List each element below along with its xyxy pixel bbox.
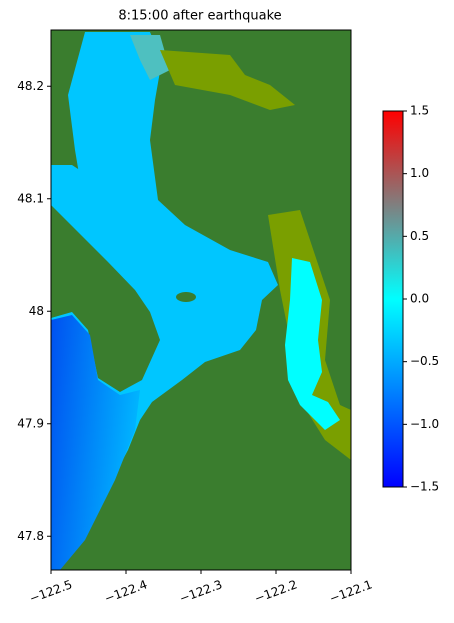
y-tick-label: 48.1 (17, 191, 44, 205)
y-tick-label: 47.9 (17, 416, 44, 430)
y-tick-label: 47.8 (17, 529, 44, 543)
colorbar-tick-label: 1.0 (410, 166, 429, 180)
map (51, 30, 351, 570)
colorbar-tick-label: 0.5 (410, 229, 429, 243)
x-tick-label: −122.4 (103, 577, 150, 605)
y-tick-label: 48 (29, 304, 44, 318)
island (176, 292, 196, 302)
chart-title: 8:15:00 after earthquake (118, 9, 281, 24)
colorbar-tick-label: −1.5 (410, 480, 439, 494)
colorbar-tick-label: −0.5 (410, 354, 439, 368)
shallow (130, 35, 170, 80)
x-tick-label: −122.1 (328, 577, 375, 605)
colorbar-tick-label: 1.5 (410, 104, 429, 118)
rise-zone (160, 50, 295, 110)
x-tick-label: −122.2 (253, 577, 300, 605)
x-tick-label: −122.3 (178, 577, 225, 605)
colorbar (382, 110, 404, 488)
y-tick-label: 48.2 (17, 79, 44, 93)
colorbar-tick-label: 0.0 (410, 292, 429, 306)
cyan-zone (285, 258, 340, 430)
colorbar-tick-label: −1.0 (410, 417, 439, 431)
x-tick-label: −122.5 (28, 577, 75, 605)
deep-water (51, 315, 140, 570)
